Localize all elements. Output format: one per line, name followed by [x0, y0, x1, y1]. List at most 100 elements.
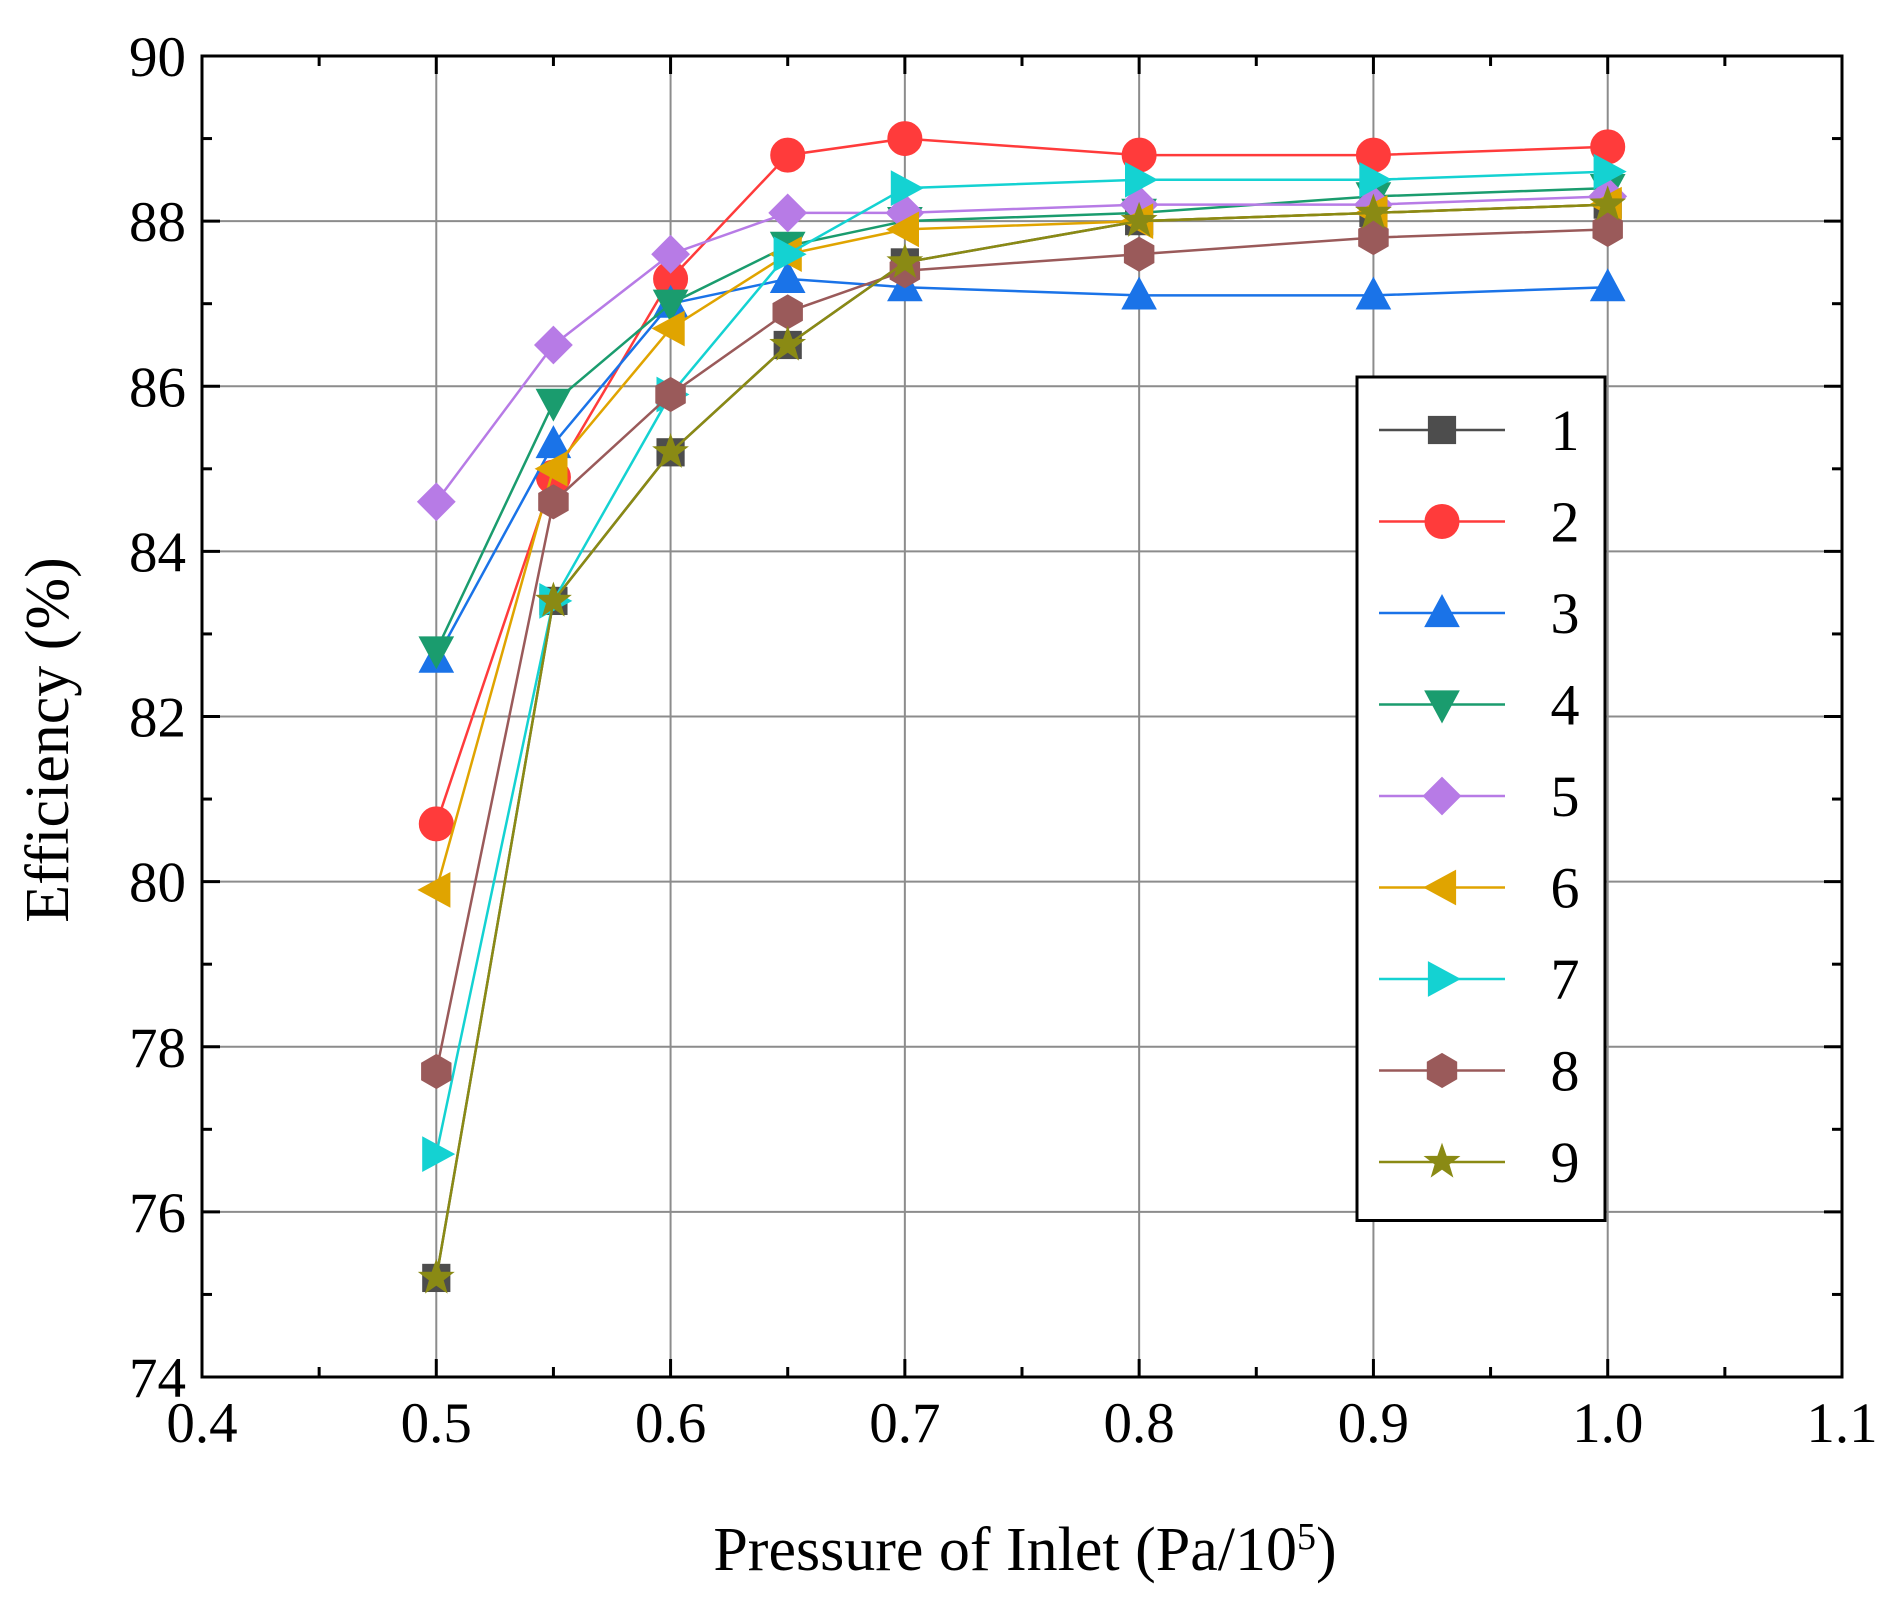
legend-label: 3 [1551, 581, 1580, 646]
x-tick-label: 1.0 [1572, 1392, 1643, 1455]
data-point-3 [1589, 268, 1626, 302]
legend: 1 2 3 4 5 6 7 8 9 [1355, 375, 1607, 1222]
data-point-3 [1121, 276, 1157, 310]
y-tick-label: 82 [129, 687, 186, 750]
legend-marker [1427, 961, 1461, 997]
legend-label: 2 [1551, 490, 1580, 555]
y-tick-label: 80 [129, 852, 186, 915]
legend-item-2: 2 [1379, 490, 1580, 555]
data-point-5 [533, 325, 573, 365]
series-line-4 [435, 186, 1608, 652]
x-axis-title-end: ) [1316, 1516, 1337, 1584]
legend-marker [1424, 594, 1460, 628]
data-point-9 [535, 581, 572, 617]
legend-label: 4 [1551, 673, 1580, 738]
data-point-8 [421, 1053, 452, 1090]
data-point-2 [418, 806, 454, 842]
y-tick-label: 90 [129, 26, 186, 89]
data-point-9 [886, 243, 924, 279]
y-axis-title: Efficiency (%) [14, 557, 82, 923]
legend-label: 6 [1551, 856, 1580, 921]
data-point-8 [655, 376, 686, 413]
legend-label: 1 [1551, 398, 1580, 463]
data-point-5 [416, 482, 456, 522]
legend-label: 5 [1551, 764, 1580, 829]
y-tick-label: 84 [129, 521, 186, 584]
data-point-7 [422, 1136, 456, 1172]
data-point-5 [768, 193, 808, 233]
legend-marker [1423, 869, 1457, 906]
series-line-7 [435, 170, 1608, 1155]
legend-marker [1422, 776, 1462, 816]
y-tick-label: 76 [129, 1182, 186, 1245]
data-point-9 [652, 432, 689, 468]
y-tick-label: 88 [129, 191, 186, 254]
legend-marker [1427, 415, 1457, 445]
legend-item-6: 6 [1379, 856, 1580, 921]
data-point-7 [1593, 153, 1627, 190]
data-point-8 [1123, 236, 1155, 272]
data-point-7 [773, 236, 807, 273]
legend-item-8: 8 [1379, 1039, 1580, 1104]
data-point-5 [651, 234, 691, 274]
data-point-7 [1359, 161, 1393, 198]
y-tick-label: 86 [129, 356, 186, 419]
data-point-3 [1355, 276, 1392, 310]
x-tick-label: 1.1 [1806, 1392, 1877, 1455]
legend-marker [1424, 504, 1460, 539]
data-point-2 [887, 121, 923, 157]
legend-item-5: 5 [1379, 764, 1580, 829]
legend-item-4: 4 [1379, 673, 1580, 738]
data-point-4 [535, 388, 572, 422]
data-point-8 [772, 294, 803, 330]
legend-marker [1426, 1052, 1458, 1089]
data-point-4 [652, 289, 689, 323]
data-point-3 [535, 425, 572, 459]
data-point-2 [770, 137, 806, 173]
legend-item-1: 1 [1379, 398, 1580, 463]
data-point-9 [769, 325, 807, 361]
legend-marker [1423, 1142, 1461, 1178]
data-point-6 [651, 310, 685, 347]
data-point-4 [418, 636, 455, 670]
data-point-9 [417, 1258, 455, 1294]
legend-box [1355, 375, 1607, 1222]
legend-marker [1424, 690, 1460, 724]
series-line-5 [435, 195, 1608, 503]
x-tick-label: 0.7 [869, 1392, 940, 1455]
data-point-6 [417, 872, 451, 908]
x-tick-label: 0.9 [1338, 1392, 1409, 1455]
data-point-8 [538, 484, 569, 520]
data-point-6 [885, 211, 919, 248]
x-tick-label: 0.5 [401, 1392, 472, 1455]
data-point-3 [769, 260, 806, 293]
legend-label: 7 [1551, 947, 1580, 1012]
x-tick-label: 0.6 [635, 1392, 706, 1455]
x-axis-title: Pressure of Inlet (Pa/105) [713, 1516, 1336, 1584]
legend-item-9: 9 [1379, 1130, 1580, 1195]
data-point-7 [1125, 161, 1159, 198]
data-point-9 [1589, 185, 1627, 221]
data-point-6 [534, 450, 568, 487]
data-point-9 [1120, 201, 1158, 237]
legend-label: 9 [1551, 1130, 1580, 1195]
series-line-9 [435, 203, 1608, 1279]
x-tick-label: 0.4 [166, 1392, 237, 1455]
series-2 [418, 121, 1626, 842]
series-layer [416, 121, 1628, 1294]
legend-item-3: 3 [1379, 581, 1580, 646]
series-line-8 [435, 228, 1608, 1072]
data-point-7 [890, 170, 924, 206]
series-line-3 [435, 277, 1608, 660]
data-point-9 [1355, 193, 1392, 229]
tick-labels: 0.4 0.5 0.6 0.7 0.8 0.9 1.0 1.17476788082848688… [129, 26, 1878, 1455]
x-tick-label: 0.8 [1104, 1392, 1175, 1455]
y-tick-label: 74 [129, 1347, 186, 1410]
legend-label: 8 [1551, 1039, 1580, 1104]
x-axis-title-main: Pressure of Inlet (Pa/10 [713, 1516, 1297, 1584]
legend-item-7: 7 [1379, 947, 1580, 1012]
axis-ticks [200, 54, 1844, 1379]
series-9 [417, 185, 1627, 1294]
x-axis-title-superscript: 5 [1297, 1516, 1316, 1558]
